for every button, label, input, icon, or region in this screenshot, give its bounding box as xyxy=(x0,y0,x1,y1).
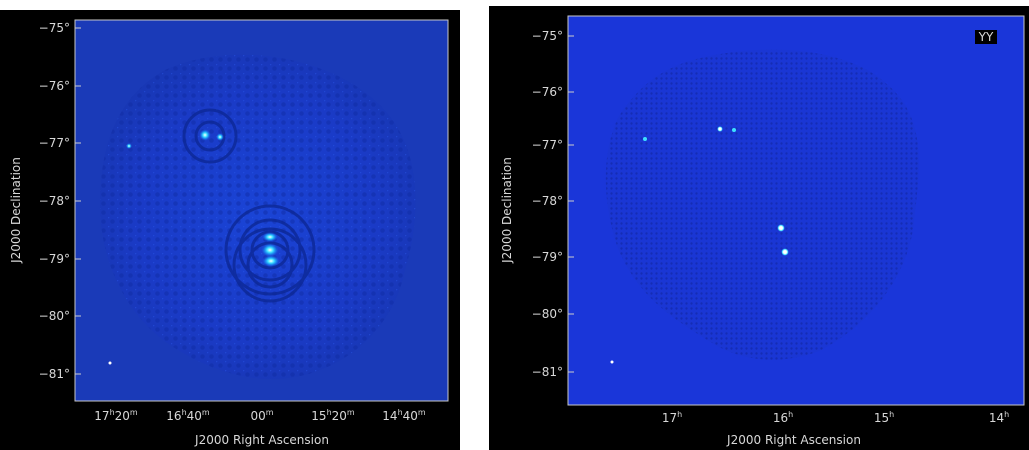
right-frame xyxy=(567,15,1025,406)
left-dec-ticks: −75° −76° −77° −78° −79° −80° −81° xyxy=(39,21,81,381)
left-dec-tick-4: −79° xyxy=(39,252,70,266)
left-ra-tick-4: 14h40m xyxy=(382,408,426,423)
right-image-panel: YY −75° −76° −77° −78° −79° −80° −81° 17… xyxy=(489,6,1029,450)
right-source-5 xyxy=(781,248,789,256)
right-image-svg: YY −75° −76° −77° −78° −79° −80° −81° 17… xyxy=(500,15,1025,447)
right-dec-tick-6: −81° xyxy=(532,365,563,379)
left-dec-tick-1: −76° xyxy=(39,79,70,93)
left-dec-tick-6: −81° xyxy=(39,367,70,381)
right-sources xyxy=(610,126,789,364)
right-dec-tick-5: −80° xyxy=(532,307,563,321)
right-source-3 xyxy=(643,137,647,141)
left-source-4 xyxy=(262,232,278,242)
left-dec-tick-3: −78° xyxy=(39,194,70,208)
left-ra-tick-0: 17h20m xyxy=(94,408,138,423)
left-dec-tick-5: −80° xyxy=(39,309,70,323)
right-ra-ticks: 17h 16h 15h 14h xyxy=(662,410,1009,425)
left-x-axis-label: J2000 Right Ascension xyxy=(194,433,329,447)
right-source-4 xyxy=(777,224,785,232)
left-source-3 xyxy=(126,143,132,149)
left-source-2 xyxy=(216,133,224,141)
right-dec-tick-2: −77° xyxy=(532,138,563,152)
right-dec-tick-4: −79° xyxy=(532,250,563,264)
right-x-axis-label: J2000 Right Ascension xyxy=(726,433,861,447)
left-source-5 xyxy=(261,243,279,257)
left-y-axis-label: J2000 Declination xyxy=(9,157,23,264)
left-ra-tick-2: 00m xyxy=(250,408,273,423)
left-source-1 xyxy=(199,129,211,141)
right-dec-tick-1: −76° xyxy=(532,85,563,99)
left-image-panel: −75° −76° −77° −78° −79° −80° −81° 17h20… xyxy=(0,10,460,450)
right-ra-tick-0: 17h xyxy=(662,410,682,425)
right-ra-tick-3: 14h xyxy=(989,410,1009,425)
right-source-1 xyxy=(717,126,723,132)
left-ra-ticks: 17h20m 16h40m 00m 15h20m 14h40m xyxy=(94,408,426,423)
right-dec-ticks: −75° −76° −77° −78° −79° −80° −81° xyxy=(532,29,574,379)
left-frame xyxy=(74,19,449,402)
right-dec-tick-0: −75° xyxy=(532,29,563,43)
left-source-7 xyxy=(108,361,112,365)
left-dec-tick-0: −75° xyxy=(39,21,70,35)
right-source-6 xyxy=(610,360,614,364)
left-ra-tick-3: 15h20m xyxy=(311,408,355,423)
right-source-2 xyxy=(732,128,736,132)
left-source-6 xyxy=(262,255,280,267)
right-field-of-view xyxy=(605,49,919,360)
left-dec-tick-2: −77° xyxy=(39,136,70,150)
right-y-axis-label: J2000 Declination xyxy=(500,157,514,264)
right-dec-tick-3: −78° xyxy=(532,194,563,208)
left-ra-tick-1: 16h40m xyxy=(166,408,210,423)
right-ra-tick-2: 15h xyxy=(874,410,894,425)
polarization-badge-bg xyxy=(975,30,997,44)
left-sources xyxy=(108,129,280,365)
polarization-badge: YY xyxy=(978,30,994,44)
right-ra-tick-1: 16h xyxy=(773,410,793,425)
left-image-svg: −75° −76° −77° −78° −79° −80° −81° 17h20… xyxy=(9,19,449,447)
